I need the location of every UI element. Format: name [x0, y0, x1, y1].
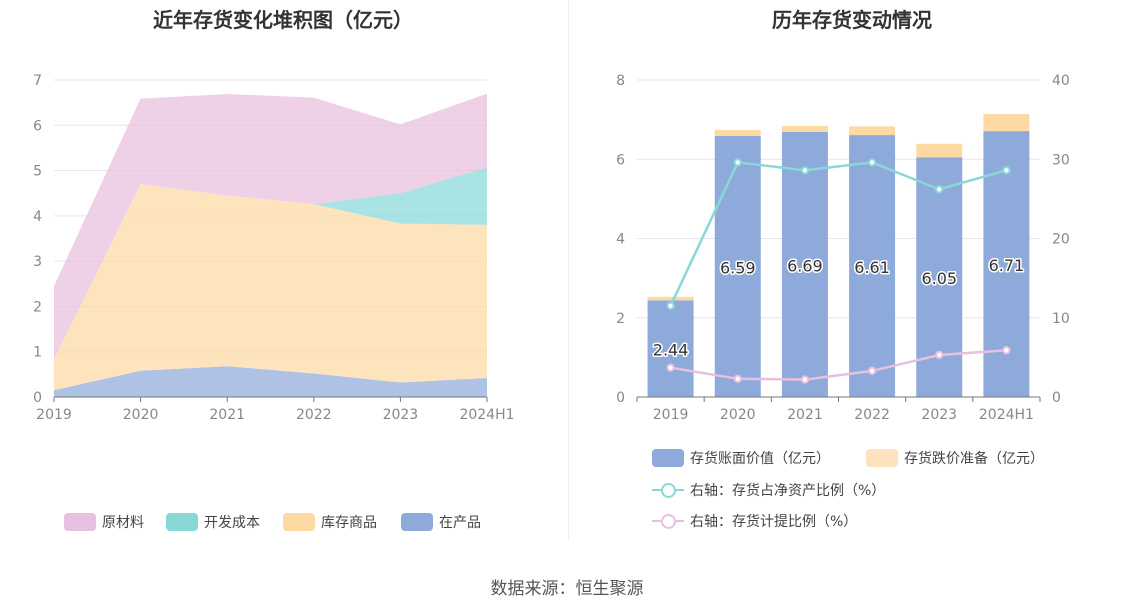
bar-impairment-provision	[647, 296, 694, 301]
x-tick-label: 2022	[296, 407, 332, 423]
y-tick-label: 1	[33, 345, 42, 361]
legend-item-raw-materials[interactable]: 原材料	[64, 512, 144, 532]
legend-swatch	[866, 449, 898, 467]
legend-label: 存货账面价值（亿元）	[690, 451, 830, 467]
line-point	[733, 374, 742, 383]
legend-swatch	[652, 449, 684, 467]
x-tick-label: 2019	[653, 407, 689, 423]
line-point	[935, 185, 944, 194]
legend-label: 库存商品	[321, 515, 377, 531]
legend-line-swatch	[652, 512, 684, 530]
left-chart-title: 近年存货变化堆积图（亿元）	[153, 8, 413, 32]
line-net-asset-ratio	[669, 161, 1007, 307]
bar-value-label: 6.69	[787, 256, 823, 275]
legend-swatch	[64, 513, 96, 531]
legend-item-book-value[interactable]: 存货账面价值（亿元）	[652, 448, 830, 468]
bar-value-label: 2.44	[653, 341, 689, 360]
stacked-area-chart: 0 1 2 3 4 5 6 7 2019 2020 2021 2022 2023 2024H1	[33, 73, 514, 423]
bar-book-value	[849, 135, 896, 398]
line-provision-ratio	[670, 348, 1007, 381]
bar-impairment-provision	[849, 126, 896, 136]
legend-label: 开发成本	[204, 515, 260, 531]
legend-label: 原材料	[102, 515, 144, 531]
legend-item-net-asset-ratio[interactable]: 右轴：存货占净资产比例（%）	[652, 480, 885, 500]
y-tick-label: 2	[33, 299, 42, 315]
y2-tick-label: 0	[1052, 390, 1061, 406]
bar-impairment-provision	[781, 125, 828, 132]
x-tick-label: 2019	[36, 407, 72, 423]
bar-book-value	[781, 131, 828, 397]
x-tick-label: 2020	[720, 407, 756, 423]
line-point	[1002, 166, 1011, 175]
line-point	[666, 301, 675, 311]
legend-item-provision-ratio[interactable]: 右轴：存货计提比例（%）	[652, 511, 857, 531]
y-tick-label: 3	[33, 254, 42, 270]
y-tick-label: 4	[33, 209, 42, 225]
legend-swatch	[401, 513, 433, 531]
right-chart-legend: 存货账面价值（亿元） 存货跌价准备（亿元） 右轴：存货占净资产比例（%） 右轴：…	[570, 448, 1134, 538]
x-tick-label: 2024H1	[459, 407, 514, 423]
bar-book-value	[647, 300, 694, 397]
area-在产品	[54, 366, 487, 397]
y2-tick-label: 40	[1052, 73, 1070, 89]
y2-tick-label: 10	[1052, 311, 1070, 327]
legend-label: 右轴：存货计提比例（%）	[690, 514, 858, 530]
y-tick-label: 4	[616, 232, 625, 248]
bar-impairment-provision	[714, 129, 761, 136]
x-tick-label: 2021	[787, 407, 823, 423]
line-point	[800, 375, 810, 384]
legend-swatch	[283, 513, 315, 531]
y-tick-label: 5	[33, 164, 42, 180]
right-chart-panel: 历年存货变动情况 0 2 4 6 8 0 10 20 30 40 2.44 6.59 6.69 6.61 6…	[570, 0, 1134, 560]
line-point	[733, 158, 742, 167]
left-chart-legend: 原材料 开发成本 库存商品 在产品	[0, 512, 566, 536]
bar-book-value	[714, 135, 761, 397]
line-point	[867, 366, 877, 376]
legend-swatch	[166, 513, 198, 531]
x-tick-label: 2023	[921, 407, 957, 423]
bar-value-label: 6.05	[921, 269, 957, 288]
bar-value-label: 6.61	[854, 258, 890, 277]
legend-label: 在产品	[439, 515, 481, 531]
y-tick-label: 7	[33, 73, 42, 89]
x-tick-label: 2023	[383, 407, 419, 423]
bar-line-combo-chart: 0 2 4 6 8 0 10 20 30 40 2.44 6.59 6.69 6.61 6.05 6.71 20…	[616, 73, 1070, 423]
line-point	[935, 350, 944, 360]
line-point	[867, 158, 877, 167]
legend-item-finished-goods[interactable]: 库存商品	[283, 512, 377, 532]
bar-value-label: 6.71	[989, 256, 1025, 275]
area-原材料	[54, 93, 487, 360]
x-tick-label: 2020	[123, 407, 159, 423]
x-tick-label: 2024H1	[979, 407, 1034, 423]
legend-label: 存货跌价准备（亿元）	[904, 451, 1044, 467]
legend-item-impairment-provision[interactable]: 存货跌价准备（亿元）	[866, 448, 1044, 468]
area-库存商品	[54, 184, 487, 391]
legend-item-development-cost[interactable]: 开发成本	[166, 512, 260, 532]
line-point	[800, 166, 810, 175]
panel-divider	[568, 0, 569, 540]
y2-tick-label: 20	[1052, 232, 1070, 248]
y2-tick-label: 30	[1052, 152, 1070, 168]
data-source: 数据来源：恒生聚源	[490, 579, 644, 599]
y-tick-label: 6	[616, 152, 625, 168]
line-point	[666, 363, 675, 372]
y-tick-label: 0	[33, 390, 42, 406]
bar-impairment-provision	[916, 143, 963, 158]
legend-label: 右轴：存货占净资产比例（%）	[690, 483, 886, 499]
legend-item-work-in-progress[interactable]: 在产品	[401, 512, 481, 532]
x-tick-label: 2022	[854, 407, 890, 423]
left-chart-panel: 近年存货变化堆积图（亿元） 0 1 2 3 4 5 6 7 2019 2020 2021 2022 20…	[0, 0, 566, 560]
bar-value-label: 6.59	[720, 258, 756, 277]
area-开发成本	[54, 167, 487, 360]
y-tick-label: 8	[616, 73, 625, 89]
y-tick-label: 2	[616, 311, 625, 327]
right-chart-title: 历年存货变动情况	[772, 8, 932, 32]
y-tick-label: 0	[616, 390, 625, 406]
bar-impairment-provision	[983, 114, 1030, 132]
x-tick-label: 2021	[209, 407, 245, 423]
line-point	[1002, 346, 1011, 355]
legend-line-swatch	[652, 481, 684, 499]
y-tick-label: 6	[33, 118, 42, 134]
